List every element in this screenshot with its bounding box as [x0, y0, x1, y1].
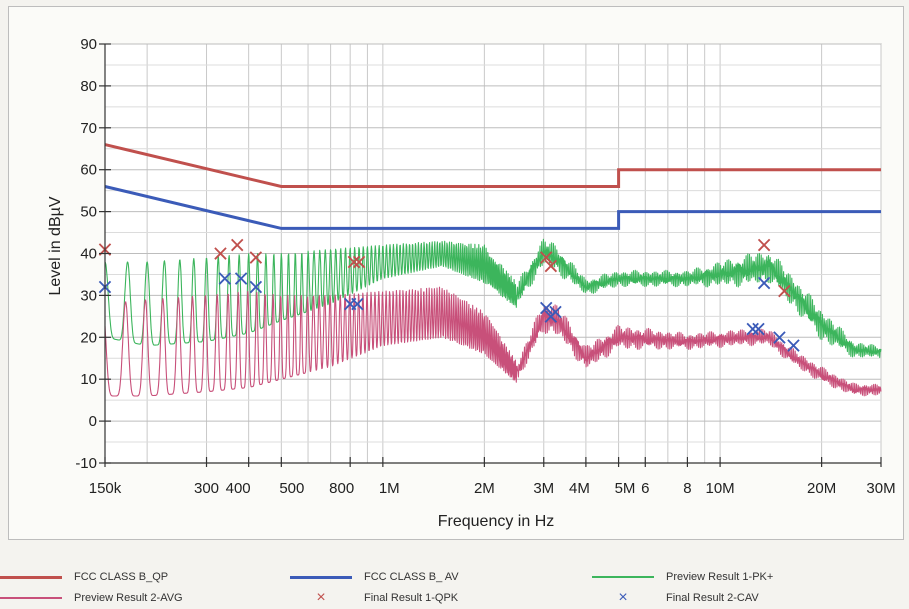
series-limit-av: [104, 185, 881, 230]
marker-final-cav: ×: [537, 296, 555, 321]
marker-final-cav: ×: [784, 334, 802, 359]
legend-marker-qpk-final: ×: [316, 589, 326, 606]
axes: -10 0 10 20 30 40 50 60 70 80 90 150k 300 400 500 800 1M…: [75, 36, 895, 497]
x-tick-label: 2M: [474, 480, 495, 497]
emi-chart: × ××× ×× ××××× ××××× ×××××××× -10 0 10 20 30 40 50 6…: [47, 36, 896, 530]
x-tick-label: 3M: [533, 480, 554, 497]
marker-final-qpk: ×: [345, 250, 363, 275]
x-tick-label: 800: [329, 480, 354, 497]
legend-item-av-limit: FCC CLASS B_ AV: [290, 566, 459, 588]
y-tick-label: 0: [89, 413, 97, 430]
marker-final-cav: ×: [755, 271, 773, 296]
marker-final-cav: ×: [770, 325, 788, 350]
legend-item-pk-preview: Preview Result 1-PK+: [592, 566, 773, 588]
y-tick-label: 30: [80, 287, 97, 304]
legend-item-cav-final: × Final Result 2-CAV: [592, 587, 759, 609]
legend-swatch-av-limit: [290, 575, 352, 579]
marker-final-cav: ×: [232, 267, 250, 292]
marker-final-qpk: ×: [755, 233, 773, 258]
x-tick-label: 4M: [569, 480, 590, 497]
marker-final-qpk: ×: [211, 242, 229, 267]
x-axis-title: Frequency in Hz: [438, 513, 555, 530]
y-tick-label: 60: [80, 162, 97, 179]
x-tick-label: 400: [226, 480, 251, 497]
final-result-markers: × ××× ×× ××××× ××××× ××××××××: [96, 233, 803, 359]
legend-label: Final Result 1-QPK: [364, 592, 459, 604]
y-tick-label: 20: [80, 329, 97, 346]
y-tick-label: -10: [75, 455, 97, 472]
grid: [104, 43, 882, 464]
marker-final-qpk: ×: [247, 246, 265, 271]
y-tick-label: 10: [80, 371, 97, 388]
legend-swatch-avg-preview: [0, 597, 62, 599]
y-axis-title: Level in dBµV: [47, 196, 64, 295]
y-tick-label: 80: [80, 78, 97, 95]
marker-final-cav: ×: [744, 317, 762, 342]
x-tick-label: 6: [641, 480, 649, 497]
legend-swatch-qp-limit: [0, 575, 62, 579]
x-tick-label: 8: [683, 480, 691, 497]
marker-final-cav: ×: [348, 292, 366, 317]
marker-final-cav: ×: [749, 317, 767, 342]
series-preview-pk: [104, 238, 882, 359]
y-tick-label: 40: [80, 246, 97, 263]
series-preview-avg: [104, 286, 882, 397]
series-limit-qp: [104, 143, 881, 188]
legend-item-qp-limit: FCC CLASS B_QP: [0, 566, 168, 588]
marker-final-cav: ×: [216, 267, 234, 292]
x-tick-label: 30M: [866, 480, 895, 497]
legend-swatch-pk-preview: [592, 576, 654, 578]
marker-final-cav: ×: [542, 304, 560, 329]
x-tick-label: 5M: [615, 480, 636, 497]
x-tick-label: 500: [279, 480, 304, 497]
x-tick-label: 300: [194, 480, 219, 497]
limit-lines: [104, 143, 881, 230]
marker-final-qpk: ×: [775, 279, 793, 304]
legend-marker-cav-final: ×: [618, 589, 628, 606]
y-tick-label: 50: [80, 204, 97, 221]
traces: [104, 238, 882, 397]
y-tick-label: 70: [80, 120, 97, 137]
legend: FCC CLASS B_QP FCC CLASS B_ AV Preview R…: [0, 556, 909, 607]
legend-label: Final Result 2-CAV: [666, 592, 759, 604]
legend-label: FCC CLASS B_ AV: [364, 571, 459, 583]
marker-final-cav: ×: [546, 300, 564, 325]
marker-final-cav: ×: [247, 275, 265, 300]
legend-item-qpk-final: × Final Result 1-QPK: [290, 587, 458, 609]
legend-label: Preview Result 2-AVG: [74, 592, 183, 604]
legend-label: FCC CLASS B_QP: [74, 571, 169, 583]
legend-label: Preview Result 1-PK+: [666, 571, 774, 583]
marker-final-qpk: ×: [350, 250, 368, 275]
x-tick-label: 1M: [379, 480, 400, 497]
marker-final-qpk: ×: [542, 254, 560, 279]
x-tick-label: 150k: [89, 480, 122, 497]
marker-final-qpk: ×: [228, 233, 246, 258]
x-tick-label: 20M: [807, 480, 836, 497]
marker-final-qpk: ×: [537, 246, 555, 271]
x-tick-label: 10M: [706, 480, 735, 497]
y-tick-label: 90: [80, 36, 97, 53]
legend-item-avg-preview: Preview Result 2-AVG: [0, 587, 183, 609]
marker-final-cav: ×: [341, 292, 359, 317]
